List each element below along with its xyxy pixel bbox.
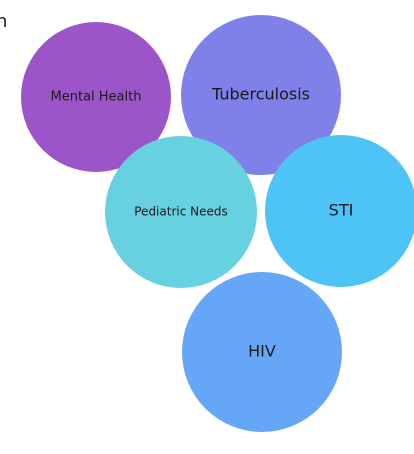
cut-off-text: n <box>0 11 7 32</box>
bubble <box>21 22 171 172</box>
cut-off-text: . <box>0 395 2 416</box>
bubble <box>182 272 342 432</box>
bubble-label: HIV <box>248 342 276 361</box>
bubble <box>105 136 257 288</box>
bubble-label: STI <box>329 201 354 220</box>
bubble-label: Mental Health <box>51 90 142 105</box>
cut-off-text: ; <box>0 289 2 310</box>
bubble-label: Tuberculosis <box>211 85 310 104</box>
bubble <box>265 135 414 287</box>
bubble <box>181 15 341 175</box>
bubble-label: Pediatric Needs <box>134 205 228 219</box>
